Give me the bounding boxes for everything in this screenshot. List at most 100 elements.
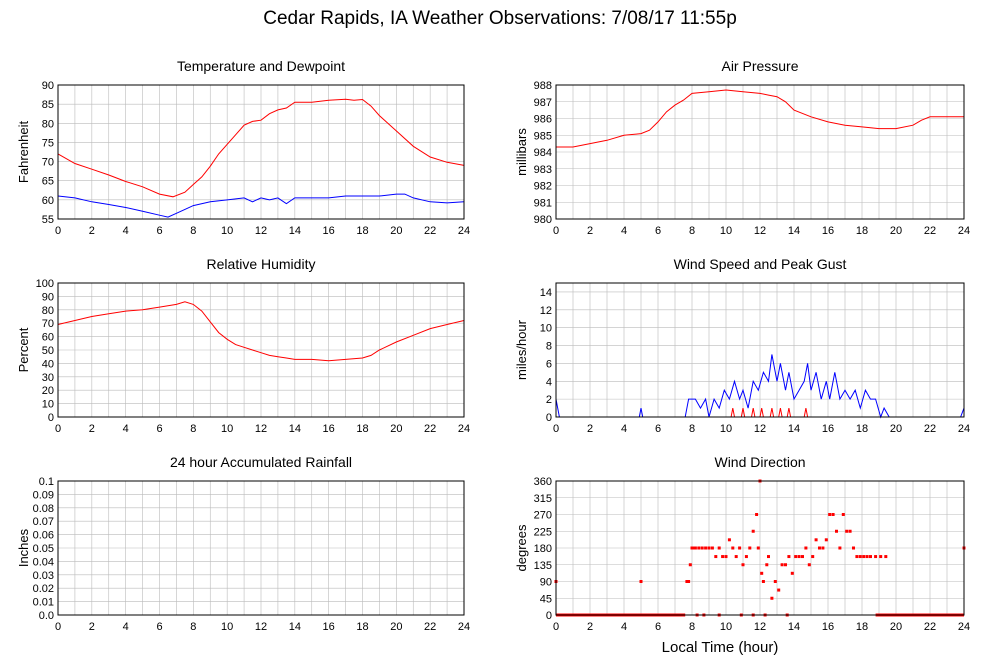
data-point [801, 555, 804, 559]
data-point [814, 538, 818, 542]
x-tick-label: 16 [822, 423, 834, 435]
data-point [824, 538, 828, 542]
y-tick-label: 70 [42, 318, 54, 330]
x-tick-label: 6 [156, 621, 162, 633]
x-tick-label: 24 [458, 225, 470, 237]
series-line-1 [555, 354, 965, 419]
x-tick-label: 0 [553, 621, 559, 633]
y-axis-label: Fahrenheit [16, 121, 31, 184]
y-tick-label: 0.06 [33, 530, 54, 542]
chart-temp: Temperature and DewpointFahrenheit556065… [16, 58, 470, 237]
y-tick-label: 983 [534, 164, 552, 176]
chart-rain: 24 hour Accumulated RainfallInches0.00.0… [16, 454, 470, 633]
y-tick-label: 987 [534, 97, 552, 109]
y-axis-label: Percent [16, 327, 31, 372]
chart-title: Relative Humidity [207, 256, 316, 272]
x-tick-label: 24 [958, 621, 970, 633]
plot-frame [57, 84, 465, 220]
x-tick-label: 16 [323, 621, 335, 633]
data-point [734, 555, 738, 559]
y-axis-label: degrees [514, 524, 529, 571]
data-point [773, 580, 777, 583]
x-tick-label: 2 [587, 621, 593, 633]
x-tick-label: 12 [754, 225, 766, 237]
y-tick-label: 2 [546, 394, 552, 406]
y-tick-label: 0.05 [33, 543, 54, 555]
data-point [741, 563, 745, 567]
data-point [858, 555, 862, 559]
y-tick-label: 10 [42, 399, 54, 411]
y-tick-label: 4 [546, 376, 552, 388]
page-title: Cedar Rapids, IA Weather Observations: 7… [263, 8, 737, 29]
plot-frame [555, 282, 965, 418]
data-point [884, 555, 888, 559]
y-tick-label: 0.0 [39, 610, 54, 622]
data-point [717, 546, 721, 550]
x-tick-label: 18 [856, 423, 868, 435]
x-tick-label: 8 [689, 423, 695, 435]
x-tick-label: 20 [390, 225, 402, 237]
y-tick-label: 0.02 [33, 583, 54, 595]
data-point [761, 580, 765, 583]
x-tick-label: 24 [458, 423, 470, 435]
x-tick-label: 24 [958, 423, 970, 435]
x-tick-label: 18 [356, 225, 368, 237]
y-tick-label: 225 [534, 526, 552, 538]
y-tick-label: 0 [546, 610, 552, 622]
x-tick-label: 20 [390, 621, 402, 633]
data-point [811, 555, 815, 559]
data-point [784, 563, 787, 567]
x-tick-label: 12 [255, 423, 267, 435]
x-tick-label: 6 [655, 423, 661, 435]
data-point [685, 580, 689, 583]
x-tick-label: 18 [856, 225, 868, 237]
x-tick-label: 0 [55, 423, 61, 435]
data-point [790, 571, 794, 575]
x-tick-label: 0 [55, 621, 61, 633]
x-tick-label: 14 [788, 225, 800, 237]
data-point [879, 555, 883, 559]
y-tick-label: 8 [546, 341, 552, 353]
x-tick-label: 20 [890, 621, 902, 633]
x-tick-label: 8 [190, 225, 196, 237]
x-tick-label: 4 [123, 621, 129, 633]
data-point [787, 555, 791, 559]
data-point [845, 529, 849, 533]
y-tick-label: 60 [42, 332, 54, 344]
x-tick-label: 22 [424, 621, 436, 633]
y-tick-label: 0.03 [33, 570, 54, 582]
data-point [704, 546, 708, 550]
data-point [855, 555, 859, 559]
y-tick-label: 270 [534, 510, 552, 522]
x-tick-label: 12 [754, 621, 766, 633]
chart-winddir: Wind Directiondegrees0459013518022527031… [514, 454, 970, 633]
data-point [687, 580, 691, 583]
x-tick-label: 4 [123, 423, 129, 435]
data-point [727, 538, 731, 542]
x-tick-label: 20 [890, 225, 902, 237]
x-tick-label: 22 [424, 423, 436, 435]
x-tick-label: 4 [621, 423, 627, 435]
x-tick-label: 2 [89, 423, 95, 435]
chart-title: Wind Speed and Peak Gust [674, 256, 847, 272]
x-tick-label: 12 [255, 225, 267, 237]
data-point [724, 555, 728, 559]
y-tick-label: 14 [540, 287, 552, 299]
x-tick-label: 14 [788, 621, 800, 633]
y-tick-label: 0.1 [39, 476, 54, 488]
x-tick-label: 6 [655, 225, 661, 237]
chart-rh: Relative HumidityPercent0102030405060708… [16, 256, 470, 435]
y-tick-label: 0 [546, 412, 552, 424]
x-tick-label: 14 [289, 621, 301, 633]
data-point [744, 555, 748, 559]
y-tick-label: 0.09 [33, 489, 54, 501]
data-point [831, 513, 835, 516]
data-point [765, 563, 769, 567]
data-point [848, 529, 852, 533]
x-tick-label: 10 [221, 621, 233, 633]
x-tick-label: 10 [720, 423, 732, 435]
x-tick-label: 18 [856, 621, 868, 633]
x-tick-label: 16 [822, 621, 834, 633]
